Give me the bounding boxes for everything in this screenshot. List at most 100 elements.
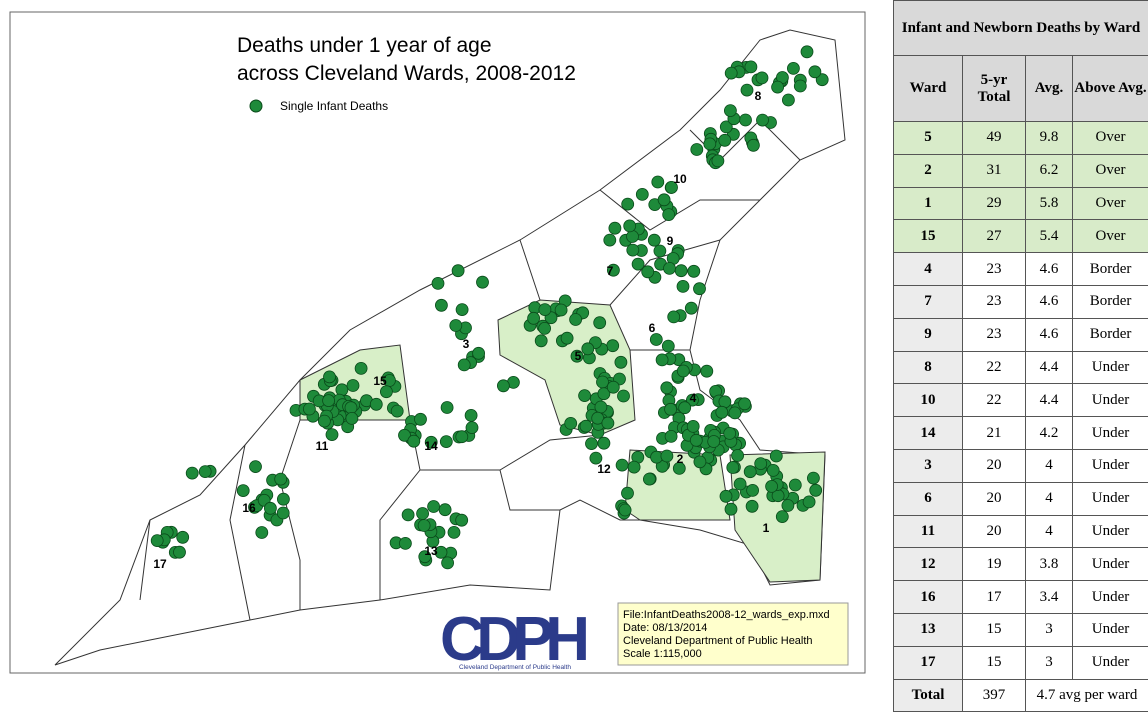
infant-death (538, 303, 552, 317)
table-row: 7 23 4.6 Border (893, 284, 1148, 319)
infant-death (276, 492, 290, 506)
infant-death (808, 65, 822, 79)
table-cell: 4.4 (1025, 350, 1073, 385)
ward-label: 16 (242, 501, 256, 515)
infant-death (755, 71, 769, 85)
infant-death (807, 471, 820, 485)
infant-death (711, 154, 725, 168)
boundary (609, 239, 721, 306)
infant-death (472, 346, 486, 360)
table-row: Total 397 4.7 avg per ward (893, 678, 1148, 713)
infant-death (621, 486, 634, 500)
infant-death (607, 263, 620, 277)
infant-death (775, 510, 789, 523)
infant-death (447, 526, 461, 539)
infant-death (647, 233, 661, 247)
ward-label: 11 (316, 439, 329, 453)
boundary (420, 434, 601, 471)
infant-death (657, 193, 671, 207)
infant-death (693, 282, 706, 296)
info-line: Date: 08/13/2014 (623, 622, 707, 634)
infant-death (660, 449, 674, 463)
ward-label: 3 (463, 337, 470, 351)
infant-death (626, 230, 639, 243)
infant-death (771, 80, 784, 94)
infant-death (578, 389, 591, 403)
ward-label: 6 (649, 321, 656, 335)
table-cell: 22 (962, 383, 1026, 418)
infant-death (560, 331, 574, 345)
logo-text: CDPH (440, 605, 590, 674)
infant-death (476, 275, 489, 289)
table-cell: 8 (893, 350, 963, 385)
table-cell: Under (1071, 612, 1148, 647)
table-cell: 5.8 (1025, 186, 1073, 221)
table-row: 2 31 6.2 Over (893, 153, 1148, 188)
ward-label: 5 (575, 349, 582, 363)
infant-death (317, 414, 331, 428)
table-cell: 4 (1025, 514, 1073, 549)
table-cell: 20 (962, 448, 1026, 483)
infant-death (689, 433, 703, 447)
table-row: 14 21 4.2 Under (893, 416, 1148, 450)
infant-death (693, 455, 707, 469)
table-cell: 12 (893, 547, 963, 582)
infant-death (800, 45, 814, 59)
ward-label: 12 (597, 462, 611, 476)
table-cell: 3 (1025, 612, 1073, 647)
table-cell: 14 (893, 416, 963, 450)
infant-death (661, 339, 675, 353)
infant-death (663, 261, 676, 275)
infant-death (626, 243, 640, 257)
infant-death (449, 319, 463, 332)
infant-death (603, 233, 617, 247)
infant-death (538, 321, 551, 335)
info-line: Scale 1:115,000 (623, 648, 702, 660)
infant-death (765, 479, 778, 493)
table-cell: Over (1071, 121, 1148, 155)
infant-death (627, 460, 641, 474)
infant-death (614, 355, 628, 369)
table-row: 6 20 4 Under (893, 481, 1148, 516)
infant-death (641, 265, 655, 279)
infant-death (809, 483, 823, 497)
table-cell: Ward (893, 55, 963, 122)
table-row: Infant and Newborn Deaths by Ward (892, 0, 1148, 56)
table-cell: 20 (962, 481, 1026, 516)
table-row: 10 22 4.4 Under (893, 383, 1148, 418)
infant-death (457, 358, 471, 372)
table-cell: Under (1071, 416, 1148, 450)
infant-death (781, 499, 795, 512)
table-cell: 49 (962, 121, 1026, 155)
infant-death (686, 419, 700, 433)
infant-death (660, 381, 674, 395)
infant-death (465, 421, 479, 435)
table-row: 16 17 3.4 Under (893, 580, 1148, 614)
infant-death (496, 379, 510, 393)
table-cell: 17 (962, 580, 1026, 614)
infant-death (687, 264, 701, 278)
table-cell: Above Avg. (1071, 55, 1148, 122)
infant-death (731, 449, 744, 462)
infant-death (623, 219, 637, 233)
infant-death (414, 412, 427, 426)
infant-death (418, 550, 432, 564)
table-cell: 15 (962, 612, 1026, 647)
infant-death (585, 437, 598, 451)
infant-death (427, 500, 441, 513)
table-row: 12 19 3.8 Under (893, 547, 1148, 582)
infant-death (782, 93, 795, 107)
infant-death (715, 405, 729, 419)
table-cell: Under (1071, 383, 1148, 418)
map: Deaths under 1 year of age across Clevel… (9, 11, 866, 674)
table-cell: 10 (893, 383, 963, 418)
infant-death (176, 530, 190, 544)
table-cell: Border (1071, 252, 1148, 286)
table-cell: Under (1071, 481, 1148, 516)
table-row: 9 23 4.6 Border (893, 317, 1148, 352)
infant-death (787, 62, 800, 75)
infant-death (703, 137, 717, 151)
infant-death (700, 364, 714, 378)
infant-death (455, 430, 469, 444)
infant-death (788, 478, 802, 492)
